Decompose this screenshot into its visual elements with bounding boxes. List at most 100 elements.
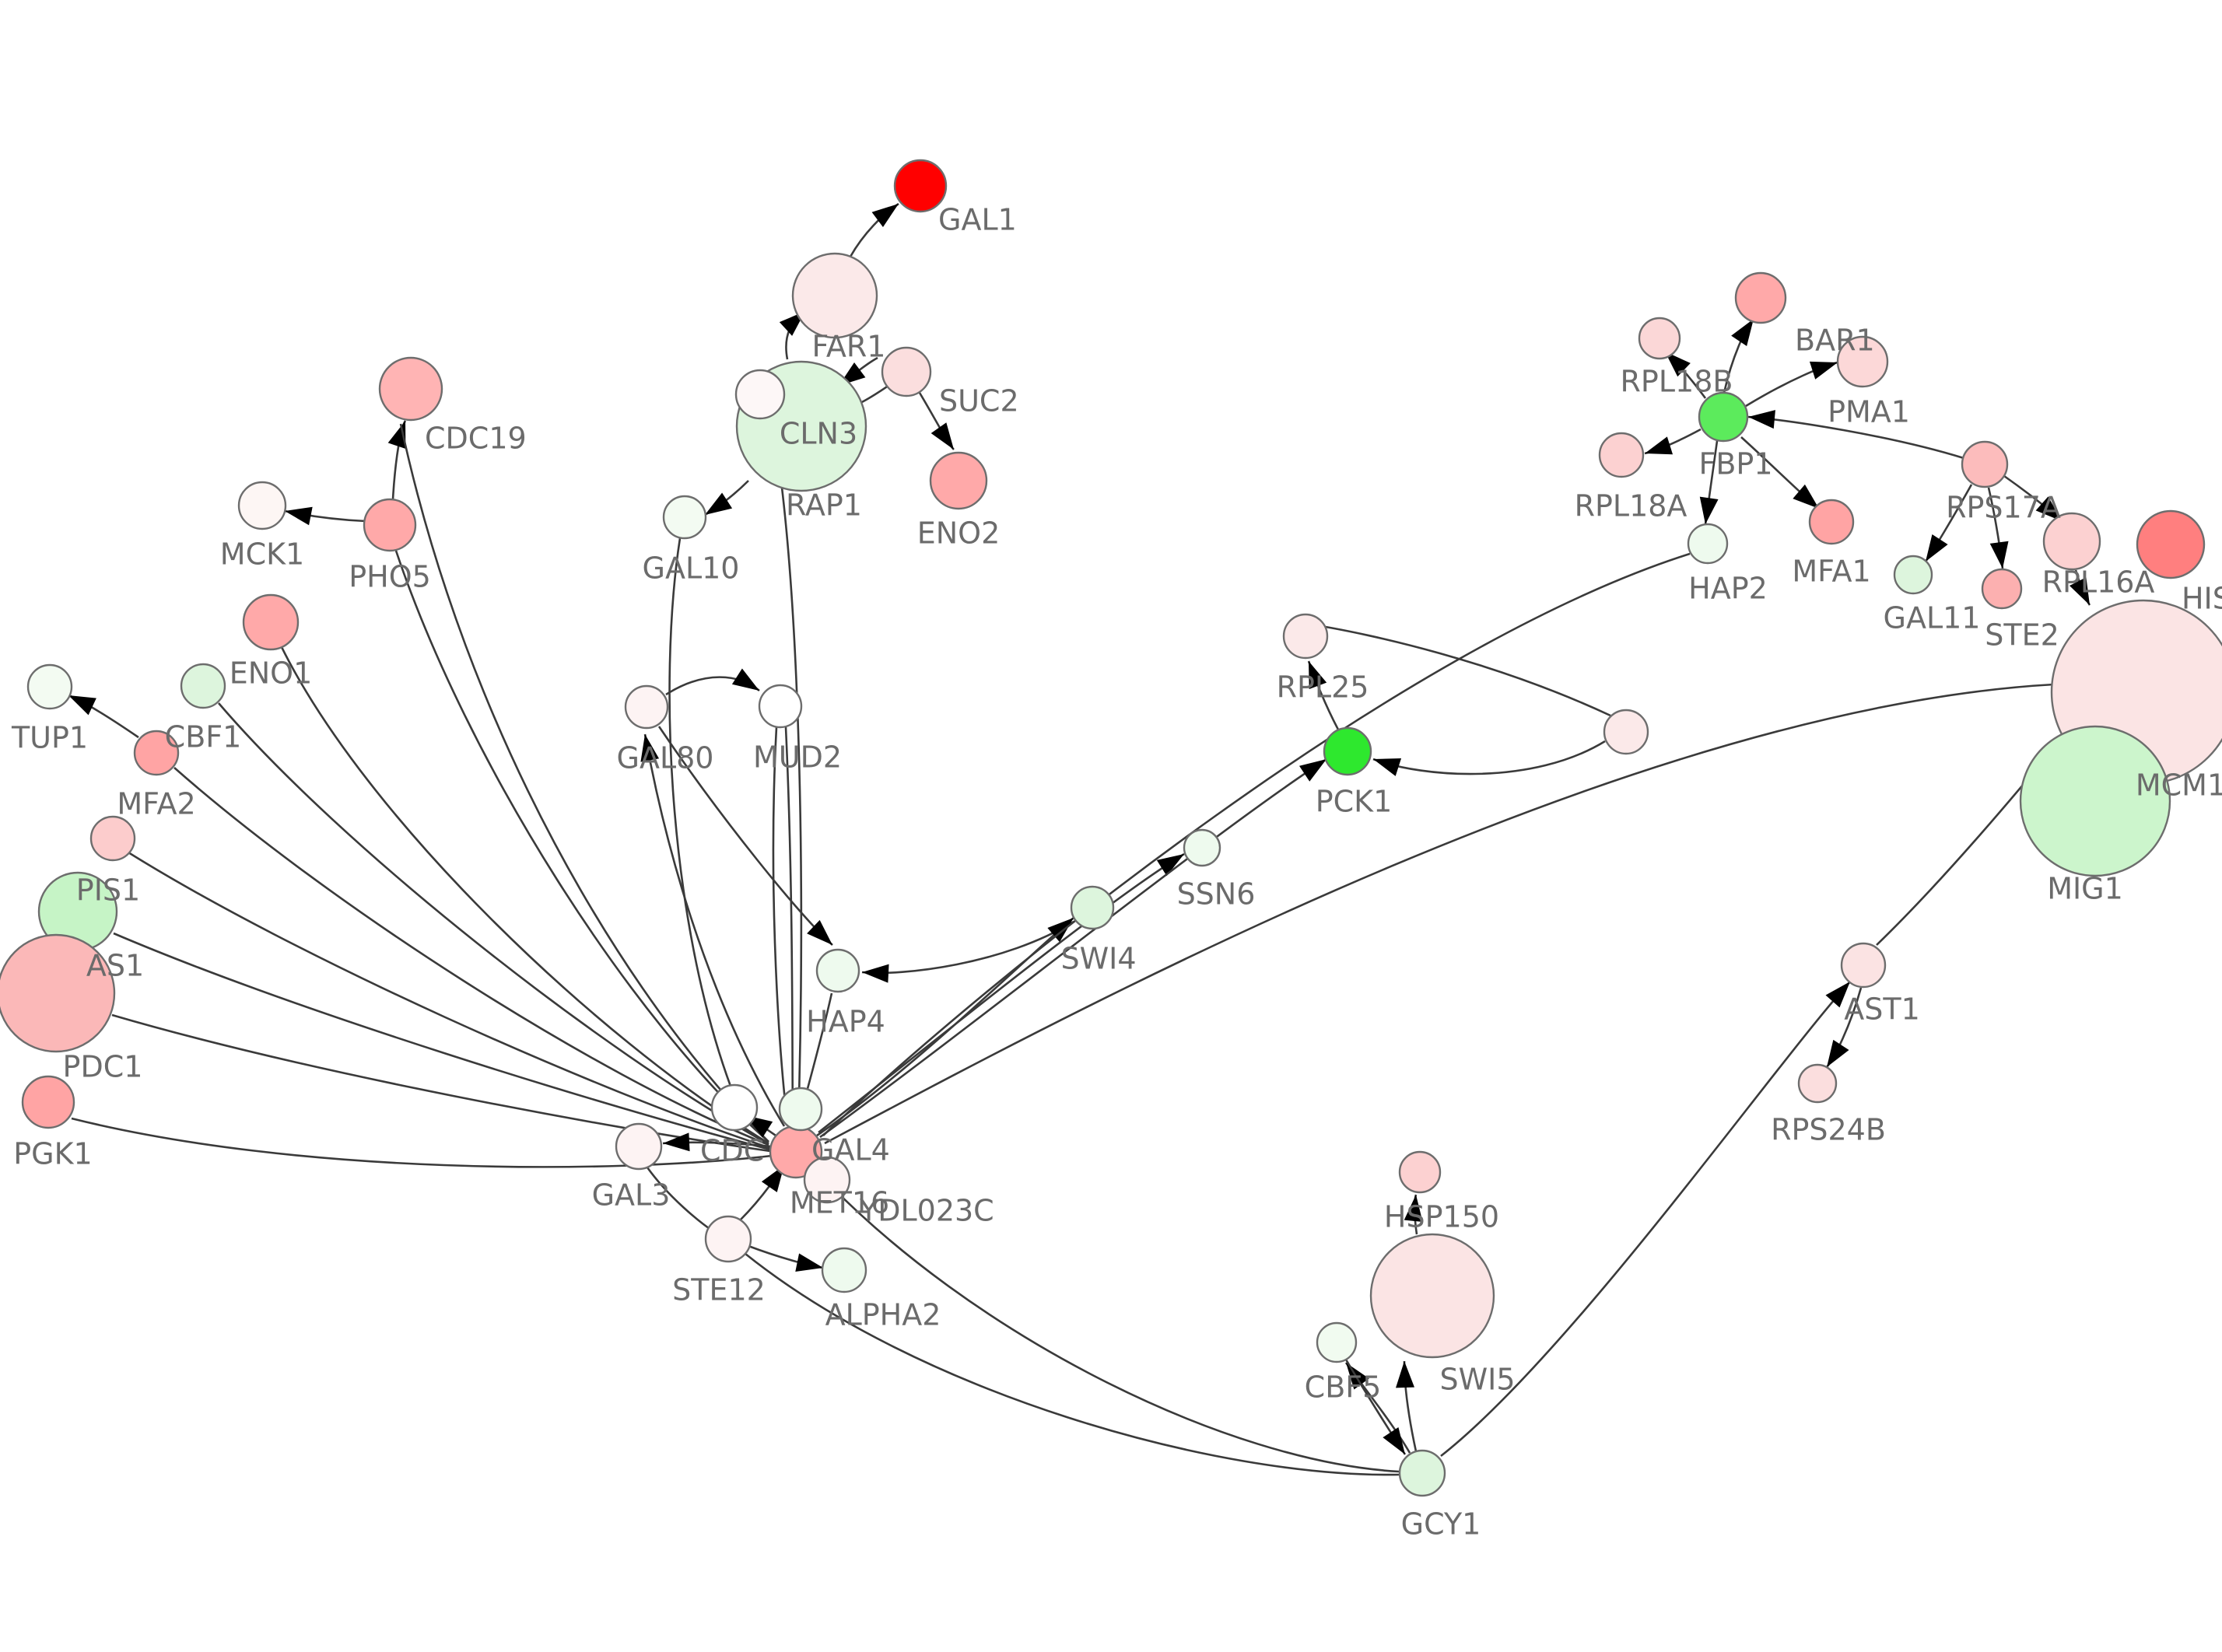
node-fbp1[interactable]: [1698, 391, 1749, 443]
edge: [668, 537, 739, 1105]
node-cbf5[interactable]: [1316, 1321, 1358, 1363]
node-label-rpl18a: RPL18A: [1575, 489, 1688, 523]
node-mig1[interactable]: [2019, 725, 2171, 877]
node-label-hap2: HAP2: [1688, 572, 1768, 606]
edge-path: [815, 1169, 1400, 1473]
edge: [1404, 1194, 1423, 1235]
node-ste2[interactable]: [1981, 568, 2023, 610]
edge: [1307, 660, 1340, 730]
edge-arrowhead: [1926, 534, 1948, 562]
edge-arrowhead: [1299, 759, 1327, 782]
node-rps24b[interactable]: [1797, 1063, 1838, 1104]
node-far1[interactable]: [791, 252, 878, 339]
node-label-gal1: GAL1: [938, 203, 1017, 237]
node-rpl18a[interactable]: [1598, 432, 1645, 478]
edge-arrowhead: [807, 919, 832, 945]
node-rpl16a[interactable]: [2042, 512, 2101, 571]
node-bar1[interactable]: [1734, 271, 1787, 324]
node-mfa1[interactable]: [1808, 499, 1855, 545]
node-label-ste12: STE12: [672, 1273, 766, 1307]
node-label-mfa2: MFA2: [117, 787, 195, 821]
edge-arrowhead: [1809, 361, 1838, 380]
edge-arrowhead: [1665, 352, 1691, 377]
edge-path: [173, 767, 769, 1146]
node-pis1[interactable]: [89, 815, 136, 862]
node-hap2[interactable]: [1687, 523, 1729, 565]
edge: [657, 726, 833, 946]
node-ssn6[interactable]: [1183, 828, 1221, 867]
node-label-mud2: MUD2: [753, 740, 842, 775]
node-rpl18b[interactable]: [1638, 317, 1681, 360]
edge-arrowhead: [931, 422, 954, 450]
node-pdc1[interactable]: [0, 933, 116, 1053]
node-label-gal3: GAL3: [592, 1178, 671, 1213]
node-label-swi4: SWI4: [1060, 942, 1136, 976]
node-suc2[interactable]: [881, 346, 932, 397]
node-label-pdc1: PDC1: [63, 1050, 143, 1084]
node-cdc2x[interactable]: [710, 1083, 759, 1132]
node-ste12[interactable]: [704, 1215, 752, 1263]
node-gal10[interactable]: [662, 495, 707, 540]
node-label-cbf1: CBF1: [165, 720, 242, 754]
edge-arrowhead: [663, 1132, 690, 1152]
node-ydl023c[interactable]: [803, 1156, 851, 1204]
node-label-cln3: CLN3: [780, 417, 857, 451]
edge-arrowhead: [640, 734, 660, 762]
node-gal3[interactable]: [615, 1122, 663, 1171]
node-mfa2[interactable]: [133, 730, 180, 776]
labels-layer: GAL1 FAR1 SUC2 CLN3 RAP1 ENO2 CDC19 MCK1 PHO5 ENO…: [11, 203, 2222, 1542]
edge-path: [1316, 624, 1611, 717]
node-pck1[interactable]: [1323, 726, 1372, 776]
node-label-pgk1: PGK1: [13, 1137, 92, 1171]
edge: [704, 480, 749, 516]
node-rpl25[interactable]: [1282, 613, 1329, 660]
node-label-cbf5: CBF5: [1305, 1370, 1382, 1405]
node-cbf1[interactable]: [180, 663, 226, 709]
edge: [640, 733, 786, 1127]
node-unnamed1[interactable]: [1603, 709, 1649, 755]
node-label-ast1: AST1: [1844, 992, 1920, 1027]
edge-path: [745, 1252, 1400, 1476]
edge-arrowhead: [285, 506, 313, 526]
node-gal80[interactable]: [624, 684, 669, 730]
edge-arrowhead: [2035, 496, 2062, 521]
node-label-rpl25: RPL25: [1277, 670, 1369, 705]
node-met16[interactable]: [778, 1087, 823, 1132]
node-tup1[interactable]: [26, 663, 73, 710]
node-hap4[interactable]: [815, 948, 860, 993]
node-ast1[interactable]: [1840, 942, 1887, 989]
node-gcy1[interactable]: [1398, 1449, 1446, 1497]
node-pma1[interactable]: [1836, 335, 1889, 388]
node-alpha2[interactable]: [821, 1247, 867, 1293]
edge: [1644, 428, 1702, 455]
edge: [1745, 361, 1838, 408]
node-pgk1[interactable]: [21, 1075, 75, 1129]
edge-path: [399, 423, 769, 1143]
edge: [1747, 410, 1964, 460]
node-gal1[interactable]: [893, 159, 948, 213]
node-label-suc2: SUC2: [939, 384, 1019, 418]
node-label-alpha2: ALPHA2: [825, 1298, 941, 1332]
node-swi5[interactable]: [1369, 1233, 1495, 1359]
edge-arrowhead: [1699, 496, 1719, 524]
node-label-mfa1: MFA1: [1792, 555, 1870, 589]
edge-arrowhead: [1989, 541, 2009, 569]
node-his4[interactable]: [2136, 509, 2206, 579]
node-eno2[interactable]: [929, 451, 988, 510]
node-mck1[interactable]: [237, 481, 287, 530]
node-label-mig1: MIG1: [2047, 872, 2123, 906]
node-pho5[interactable]: [363, 498, 417, 552]
node-label-rpl16a: RPL16A: [2042, 565, 2155, 600]
node-rps17a[interactable]: [1961, 440, 2009, 488]
node-hsp150[interactable]: [1398, 1150, 1442, 1194]
node-gal11[interactable]: [1893, 555, 1933, 595]
node-swi4[interactable]: [1070, 885, 1115, 930]
edge: [861, 920, 1074, 983]
node-eno1[interactable]: [242, 593, 300, 651]
edge: [662, 1132, 773, 1152]
edge-arrowhead: [705, 492, 733, 515]
node-rap1[interactable]: [734, 369, 786, 420]
node-mud2[interactable]: [758, 684, 803, 729]
node-cdc19[interactable]: [378, 356, 443, 422]
